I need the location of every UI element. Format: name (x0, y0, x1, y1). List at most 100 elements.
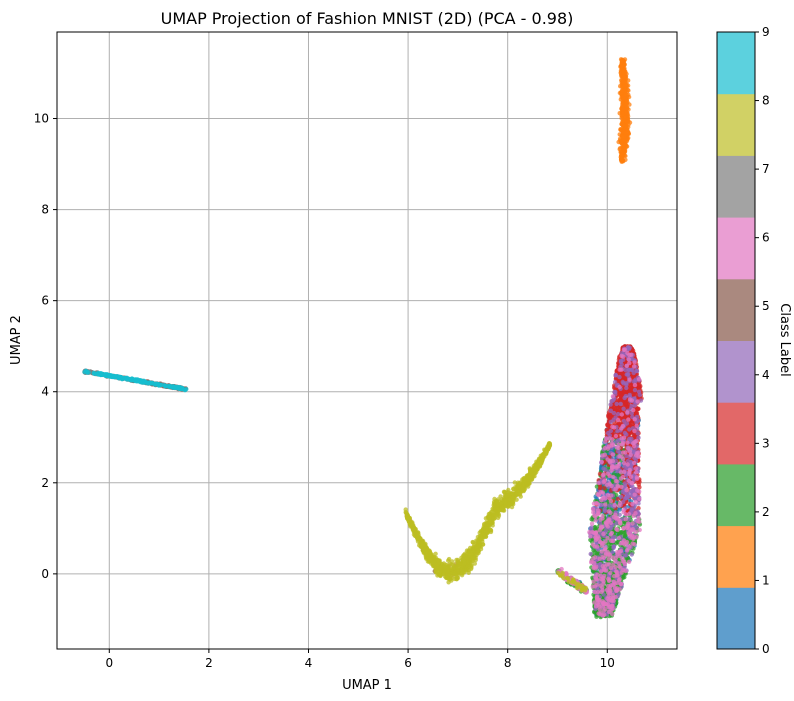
scatter-point (634, 423, 639, 428)
scatter-point (620, 540, 626, 545)
scatter-point (602, 452, 607, 457)
scatter-point (608, 419, 614, 425)
scatter-point (620, 529, 625, 535)
scatter-point (622, 57, 628, 62)
scatter-point (621, 75, 627, 80)
scatter-point (592, 589, 598, 595)
scatter-point (617, 503, 622, 508)
scatter-point (610, 452, 615, 457)
scatter-point (602, 564, 608, 569)
scatter-point (591, 501, 597, 506)
scatter-point (621, 520, 627, 525)
scatter-point (592, 584, 598, 589)
scatter-point (600, 490, 605, 495)
scatter-point (610, 538, 616, 544)
scatter-point (622, 79, 627, 85)
scatter-point (612, 503, 617, 508)
scatter-point (608, 570, 613, 576)
scatter-point (613, 433, 619, 439)
scatter-point (613, 478, 619, 484)
scatter-point (598, 517, 603, 522)
scatter-point (627, 427, 632, 432)
scatter-point (600, 577, 605, 582)
scatter-point (624, 539, 630, 545)
scatter-point (632, 460, 637, 466)
scatter-point (608, 565, 614, 571)
scatter-point (610, 458, 616, 464)
scatter-point (607, 415, 612, 421)
scatter-point (610, 394, 616, 399)
scatter-point (612, 379, 618, 385)
scatter-point (594, 484, 600, 489)
scatter-point (592, 524, 598, 530)
scatter-point (629, 398, 634, 403)
scatter-point (625, 83, 631, 88)
scatter-point (610, 603, 615, 608)
scatter-point (613, 565, 618, 570)
scatter-point (607, 577, 612, 583)
scatter-point (637, 519, 642, 525)
scatter-point (614, 526, 619, 532)
scatter-point (600, 524, 605, 530)
scatter-point (605, 536, 610, 541)
scatter-point (627, 467, 632, 473)
scatter-point (606, 562, 612, 567)
scatter-point (619, 442, 625, 447)
scatter-point (600, 585, 605, 590)
scatter-point (636, 515, 641, 521)
scatter-point (605, 596, 610, 601)
scatter-point (635, 406, 641, 412)
scatter-point (588, 551, 593, 557)
scatter-point (615, 484, 621, 489)
scatter-point (626, 478, 632, 484)
scatter-point (631, 513, 636, 519)
scatter-point (629, 352, 634, 357)
scatter-point (612, 581, 617, 586)
scatter-point (595, 544, 600, 549)
scatter-point (590, 529, 595, 535)
scatter-point (592, 549, 597, 555)
scatter-point (637, 489, 642, 494)
scatter-point (618, 127, 623, 132)
scatter-point (637, 527, 642, 533)
scatter-point (446, 558, 451, 563)
scatter-point (626, 122, 631, 127)
scatter-point (612, 425, 617, 430)
scatter-point (631, 370, 636, 376)
scatter-point (627, 392, 632, 398)
scatter-point (621, 559, 627, 564)
scatter-point (624, 363, 629, 368)
scatter-point (601, 479, 606, 485)
scatter-point (603, 551, 609, 556)
scatter-point (624, 385, 629, 391)
scatter-point (624, 488, 629, 493)
scatter-point (614, 401, 619, 407)
scatter-point (626, 131, 631, 136)
scatter-point (618, 476, 624, 481)
scatter-point (602, 547, 608, 552)
scatter-point (616, 445, 621, 451)
scatter-point (625, 440, 630, 445)
scatter-point (623, 568, 628, 574)
scatter-point (591, 556, 596, 561)
scatter-point (613, 558, 618, 564)
scatter-point (632, 542, 637, 547)
scatter-point (589, 560, 594, 565)
scatter-point (612, 389, 617, 395)
scatter-point (620, 122, 626, 127)
scatter-point (625, 521, 631, 526)
scatter-point (593, 514, 598, 519)
scatter-point (601, 531, 606, 537)
scatter-point (601, 472, 606, 477)
scatter-point (624, 101, 629, 106)
scatter-point (626, 357, 631, 362)
scatter-point (625, 350, 630, 356)
scatter-point (616, 535, 622, 541)
scatter-point (614, 492, 619, 498)
scatter-point (620, 68, 626, 73)
scatter-point (599, 543, 605, 549)
scatter-point (618, 358, 624, 363)
scatter-point (619, 353, 624, 359)
scatter-point (633, 466, 639, 471)
